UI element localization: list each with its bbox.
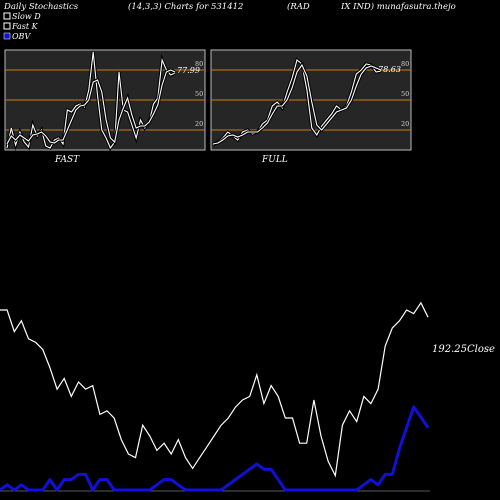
- chart-params: (14,3,3) Charts for 531412: [128, 1, 243, 12]
- legend-label-obv: OBV: [12, 32, 31, 41]
- legend: Slow D Fast K OBV: [3, 12, 41, 41]
- close-value-label: 192.25Close: [432, 344, 495, 355]
- fast-last-value: 77.99: [177, 66, 200, 75]
- legend-label-fast-k: Fast K: [11, 22, 39, 31]
- full-tick-20: 20: [401, 120, 409, 128]
- legend-swatch-slow-d: [3, 12, 11, 20]
- legend-swatch-fast-k: [3, 22, 11, 30]
- obv-line: [0, 405, 430, 492]
- legend-swatch-obv: [3, 32, 11, 40]
- fast-tick-80: 80: [195, 60, 203, 68]
- fast-panel-label: FAST: [54, 155, 80, 165]
- fast-series-slow-d: [6, 69, 176, 145]
- obv-close-area: 192.25Close: [0, 301, 495, 492]
- chart-suffix: IX IND) munafasutra.thejo: [340, 1, 456, 12]
- fast-tick-50: 50: [195, 90, 203, 98]
- full-tick-50: 50: [401, 90, 409, 98]
- legend-label-slow-d: Slow D: [12, 12, 41, 21]
- full-stochastic-panel: 20 50 80 78.63: [210, 49, 412, 151]
- chart-name-part: (RAD: [287, 1, 310, 12]
- fast-stochastic-panel: 20 50 80 77.99: [4, 49, 206, 152]
- fast-tick-20: 20: [195, 120, 203, 128]
- full-tick-80: 80: [401, 60, 409, 68]
- full-series-slow-d: [212, 63, 382, 145]
- chart-title: Daily Stochastics: [3, 2, 79, 12]
- full-last-value: 78.63: [378, 65, 401, 74]
- close-price-line: [0, 301, 429, 478]
- full-panel-label: FULL: [261, 155, 288, 165]
